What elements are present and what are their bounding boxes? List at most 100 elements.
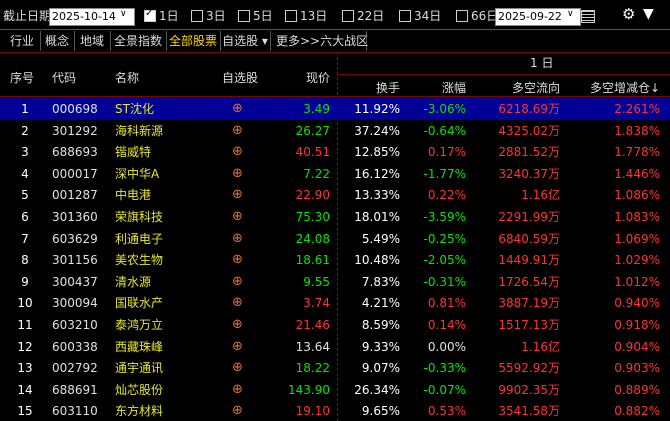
price: 13.64 <box>295 339 330 354</box>
stock-code: 603110 <box>52 404 98 419</box>
add-watchlist[interactable]: ⊕ <box>232 338 243 354</box>
add-watchlist[interactable]: ⊕ <box>232 381 243 397</box>
flow: 4325.02万 <box>498 123 560 138</box>
end-date[interactable]: 2025-10-14 <box>49 8 135 26</box>
change: -0.64% <box>423 123 466 138</box>
column-header: 换手 <box>375 81 400 95</box>
row-index: 9 <box>21 274 29 289</box>
period-label[interactable]: 1日 <box>159 9 179 23</box>
checkbox[interactable] <box>191 10 203 22</box>
tab[interactable]: 行业 <box>4 31 41 51</box>
position-change: 1.838% <box>614 123 660 138</box>
period-label[interactable]: 22日 <box>357 9 385 23</box>
flow: 1449.91万 <box>498 253 560 268</box>
stock-code: 002792 <box>52 361 98 376</box>
filter-icon[interactable]: ▼ <box>643 6 654 22</box>
add-watchlist[interactable]: ⊕ <box>232 360 243 376</box>
position-change: 0.882% <box>614 404 660 419</box>
row-index: 3 <box>21 145 29 160</box>
add-watchlist[interactable]: ⊕ <box>232 273 243 289</box>
gear-icon[interactable]: ⚙ <box>622 5 636 23</box>
position-change: 1.446% <box>614 166 660 181</box>
flow: 1.16亿 <box>521 188 560 203</box>
tab[interactable]: 地域 <box>74 31 111 51</box>
add-watchlist[interactable]: ⊕ <box>232 122 243 138</box>
column-header: 多空增减仓↓ <box>589 81 660 95</box>
change: -3.06% <box>423 102 466 116</box>
hl <box>0 96 670 97</box>
tab[interactable]: 全景指数 <box>110 31 167 51</box>
add-watchlist[interactable]: ⊕ <box>232 403 243 419</box>
add-watchlist[interactable]: ⊕ <box>232 230 243 246</box>
hl <box>0 52 670 53</box>
add-watchlist[interactable]: ⊕ <box>232 295 243 311</box>
add-watchlist[interactable]: ⊕ <box>232 144 243 160</box>
turnover: 16.12% <box>354 166 400 181</box>
position-change: 0.940% <box>614 296 660 311</box>
position-change: 0.904% <box>614 339 660 354</box>
change: -1.77% <box>423 166 466 181</box>
checkbox[interactable] <box>456 10 468 22</box>
add-watchlist[interactable]: ⊕ <box>232 252 243 268</box>
row-index: 14 <box>17 382 33 397</box>
dropdown-arrow: ∨ <box>120 9 127 19</box>
add-watchlist[interactable]: ⊕ <box>232 101 243 116</box>
dropdown-arrow: ∨ <box>567 9 574 19</box>
change: -2.05% <box>423 253 466 268</box>
tab[interactable]: 概念 <box>40 31 75 51</box>
column-header: 自选股 <box>222 71 259 85</box>
price: 9.55 <box>303 274 330 289</box>
row-index: 13 <box>17 361 33 376</box>
flow: 3541.58万 <box>498 404 560 419</box>
position-change: 0.889% <box>614 382 660 397</box>
grid-icon[interactable] <box>581 10 595 23</box>
period-label[interactable]: 66日 <box>471 9 499 23</box>
stock-code: 603629 <box>52 231 98 246</box>
add-watchlist[interactable]: ⊕ <box>232 209 243 224</box>
stock-code: 300437 <box>52 274 98 289</box>
change: -0.25% <box>423 231 466 246</box>
period-label[interactable]: 13日 <box>300 9 328 23</box>
flow: 5592.92万 <box>498 361 560 376</box>
stock-name: 利通电子 <box>115 231 164 246</box>
checkbox[interactable] <box>238 10 250 22</box>
flow: 9902.35万 <box>498 382 560 397</box>
price: 3.49 <box>303 102 330 116</box>
stock-code: 600338 <box>52 339 98 354</box>
stock-code: 000017 <box>52 166 98 181</box>
row-index: 1 <box>21 102 29 116</box>
add-watchlist[interactable]: ⊕ <box>232 317 243 332</box>
add-watchlist[interactable]: ⊕ <box>232 187 243 203</box>
change: 0.81% <box>427 296 466 311</box>
change: -0.31% <box>423 274 466 289</box>
stock-name: 国联水产 <box>115 296 164 311</box>
checkbox[interactable] <box>399 10 411 22</box>
row-index: 5 <box>21 188 29 203</box>
position-change: 1.086% <box>614 188 660 203</box>
period-label[interactable]: 5日 <box>253 9 273 23</box>
stock-name: 泰鸿万立 <box>115 318 164 332</box>
checkbox[interactable] <box>342 10 354 22</box>
vline <box>337 52 338 421</box>
row-index: 10 <box>17 296 33 311</box>
tab[interactable]: 全部股票 <box>166 31 221 51</box>
checkbox[interactable] <box>144 10 156 22</box>
tab[interactable]: 自选股 ▾ <box>220 31 271 51</box>
stock-code: 300094 <box>52 296 98 311</box>
position-change: 1.778% <box>614 145 660 160</box>
checkbox[interactable] <box>285 10 297 22</box>
column-header: 多空流向 <box>511 81 560 95</box>
position-change: 1.012% <box>614 274 660 289</box>
tab[interactable]: 更多>>六大战区 <box>276 31 368 51</box>
period-label[interactable]: 34日 <box>414 9 442 23</box>
period-label[interactable]: 3日 <box>206 9 226 23</box>
flow: 3240.37万 <box>498 166 560 181</box>
row-index: 4 <box>21 166 29 181</box>
stock-code: 301156 <box>52 253 98 268</box>
start-date[interactable]: 2025-09-22 <box>495 8 581 26</box>
change: -0.07% <box>423 382 466 397</box>
row-index: 7 <box>21 231 29 246</box>
position-change: 1.069% <box>614 231 660 246</box>
add-watchlist[interactable]: ⊕ <box>232 165 243 181</box>
